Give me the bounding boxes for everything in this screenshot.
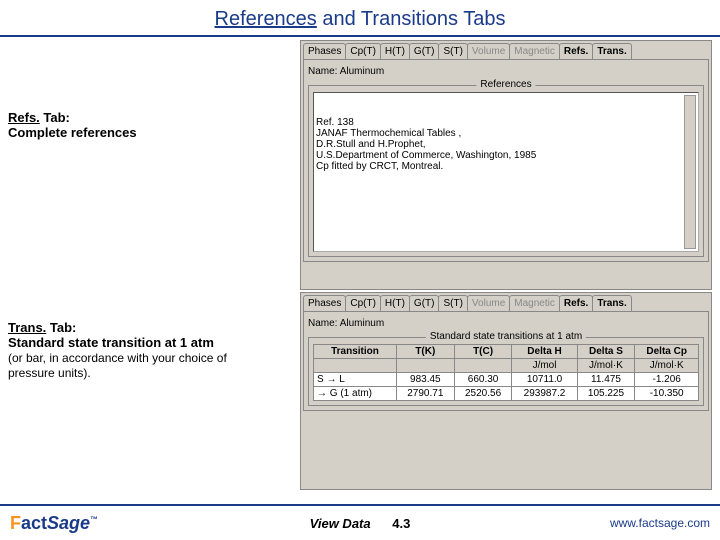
- tab-st[interactable]: S(T): [438, 295, 467, 311]
- table-cell: → G (1 atm): [314, 387, 397, 401]
- footer-center-text: View Data: [310, 516, 371, 531]
- col-header: Transition: [314, 345, 397, 359]
- refs-innerpane: Name: Aluminum References Ref. 138 JANAF…: [303, 59, 709, 262]
- tab-refs[interactable]: Refs.: [559, 43, 593, 59]
- slide-title: References and Transitions Tabs: [0, 0, 720, 35]
- tab-st[interactable]: S(T): [438, 43, 467, 59]
- tab-trans[interactable]: Trans.: [592, 43, 631, 59]
- tab-cpt[interactable]: Cp(T): [345, 43, 381, 59]
- title-rule: [0, 35, 720, 37]
- tab-phases[interactable]: Phases: [303, 43, 346, 59]
- footer: FactSage™ View Data 4.3 www.factsage.com: [0, 504, 720, 540]
- trans-tbody: S → L983.45660.3010711.011.475-1.206→ G …: [314, 373, 699, 401]
- footer-center: View Data 4.3: [310, 516, 411, 531]
- title-underlined: References: [215, 8, 317, 30]
- trans-name-label: Name:: [308, 318, 337, 329]
- tab-gt[interactable]: G(T): [409, 295, 440, 311]
- table-cell: 983.45: [396, 373, 454, 387]
- col-header: Delta H: [512, 345, 577, 359]
- trans-name-value: Aluminum: [340, 318, 384, 329]
- trans-innerpane: Name: Aluminum Standard state transition…: [303, 311, 709, 411]
- col-subheader: J/mol·K: [635, 359, 699, 373]
- annotation-refs-line2: Complete references: [8, 125, 137, 140]
- col-header: Delta Cp: [635, 345, 699, 359]
- tab-volume[interactable]: Volume: [467, 295, 510, 311]
- table-row: S → L983.45660.3010711.011.475-1.206: [314, 373, 699, 387]
- annotation-refs-tail: Tab:: [40, 110, 70, 125]
- refs-panel: PhasesCp(T)H(T)G(T)S(T)VolumeMagneticRef…: [300, 40, 712, 290]
- tab-phases[interactable]: Phases: [303, 295, 346, 311]
- tab-volume[interactable]: Volume: [467, 43, 510, 59]
- tab-trans[interactable]: Trans.: [592, 295, 631, 311]
- annotation-trans-line3: (or bar, in accordance with your choice …: [8, 351, 227, 380]
- col-subheader: [396, 359, 454, 373]
- table-cell: S → L: [314, 373, 397, 387]
- logo: FactSage™: [10, 513, 98, 534]
- col-subheader: J/mol: [512, 359, 577, 373]
- refs-tabrow: PhasesCp(T)H(T)G(T)S(T)VolumeMagneticRef…: [301, 41, 711, 59]
- table-cell: 660.30: [454, 373, 512, 387]
- refs-group-label: References: [476, 79, 535, 90]
- footer-page-number: 4.3: [392, 516, 410, 531]
- col-subheader: [454, 359, 512, 373]
- table-cell: -1.206: [635, 373, 699, 387]
- table-cell: 2790.71: [396, 387, 454, 401]
- table-cell: 105.225: [577, 387, 635, 401]
- table-cell: 10711.0: [512, 373, 577, 387]
- footer-url[interactable]: www.factsage.com: [610, 516, 710, 530]
- tab-refs[interactable]: Refs.: [559, 295, 593, 311]
- title-rest: and Transitions Tabs: [317, 8, 506, 30]
- refs-text-content: Ref. 138 JANAF Thermochemical Tables , D…: [316, 117, 696, 172]
- annotation-trans-tail: Tab:: [46, 320, 76, 335]
- tab-cpt[interactable]: Cp(T): [345, 295, 381, 311]
- annotation-trans: Trans. Tab: Standard state transition at…: [8, 320, 258, 380]
- refs-groupbox: References Ref. 138 JANAF Thermochemical…: [308, 85, 704, 257]
- table-cell: 293987.2: [512, 387, 577, 401]
- trans-group-label: Standard state transitions at 1 atm: [426, 331, 586, 342]
- table-cell: 2520.56: [454, 387, 512, 401]
- tab-magnetic[interactable]: Magnetic: [509, 43, 560, 59]
- table-row: → G (1 atm)2790.712520.56293987.2105.225…: [314, 387, 699, 401]
- table-cell: 11.475: [577, 373, 635, 387]
- trans-table: TransitionT(K)T(C)Delta HDelta SDelta Cp…: [313, 344, 699, 401]
- col-header: Delta S: [577, 345, 635, 359]
- col-subheader: J/mol·K: [577, 359, 635, 373]
- tab-gt[interactable]: G(T): [409, 43, 440, 59]
- refs-textarea[interactable]: Ref. 138 JANAF Thermochemical Tables , D…: [313, 92, 699, 252]
- tab-ht[interactable]: H(T): [380, 43, 410, 59]
- col-subheader: [314, 359, 397, 373]
- col-header: T(C): [454, 345, 512, 359]
- table-cell: -10.350: [635, 387, 699, 401]
- col-header: T(K): [396, 345, 454, 359]
- annotation-refs: Refs. Tab: Complete references: [8, 110, 258, 140]
- scrollbar[interactable]: [684, 95, 696, 249]
- refs-name-label: Name:: [308, 66, 337, 77]
- trans-groupbox: Standard state transitions at 1 atm Tran…: [308, 337, 704, 406]
- annotation-trans-head: Trans.: [8, 320, 46, 335]
- trans-tabrow: PhasesCp(T)H(T)G(T)S(T)VolumeMagneticRef…: [301, 293, 711, 311]
- refs-name-value: Aluminum: [340, 66, 384, 77]
- tab-ht[interactable]: H(T): [380, 295, 410, 311]
- annotation-trans-line2: Standard state transition at 1 atm: [8, 335, 214, 350]
- annotation-refs-head: Refs.: [8, 110, 40, 125]
- trans-thead: TransitionT(K)T(C)Delta HDelta SDelta Cp…: [314, 345, 699, 373]
- trans-panel: PhasesCp(T)H(T)G(T)S(T)VolumeMagneticRef…: [300, 292, 712, 490]
- tab-magnetic[interactable]: Magnetic: [509, 295, 560, 311]
